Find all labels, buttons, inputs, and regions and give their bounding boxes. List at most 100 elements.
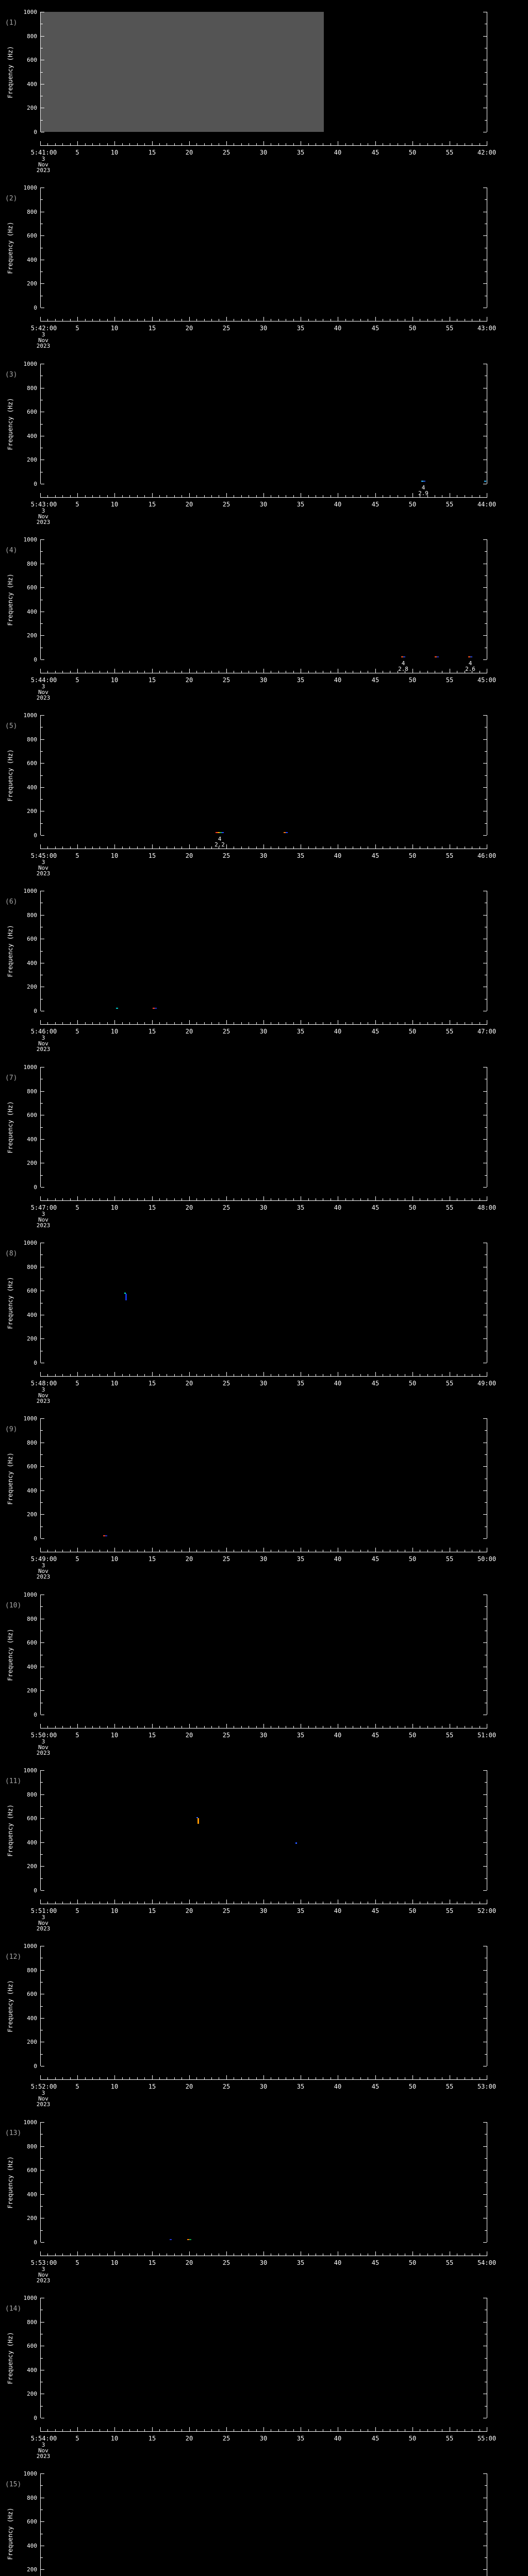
- x-tick: [159, 2077, 160, 2079]
- x-tick: [293, 1902, 294, 1904]
- x-tick: [62, 1374, 63, 1376]
- time-tick-label: 55: [446, 1907, 454, 1914]
- x-axis: [40, 1024, 487, 1025]
- x-tick: [226, 317, 227, 321]
- y-tick: [41, 1806, 43, 1807]
- x-tick: [159, 2429, 160, 2431]
- y-tick-label: 200: [27, 2566, 37, 2573]
- x-tick: [278, 846, 279, 849]
- time-tick-label: 45: [371, 1555, 380, 1563]
- x-tick: [226, 2427, 227, 2431]
- x-tick: [256, 143, 257, 145]
- y-tick-label: 800: [27, 385, 37, 392]
- x-tick: [278, 143, 279, 145]
- y-tick: [41, 1454, 43, 1455]
- x-tick: [278, 1022, 279, 1024]
- panel-index-label: (12): [5, 1953, 22, 1961]
- y-tick-label: 400: [27, 2367, 37, 2374]
- x-tick: [174, 1022, 175, 1024]
- x-tick: [278, 1726, 279, 1728]
- x-tick: [189, 1372, 190, 1376]
- y-tick: [41, 1890, 44, 1891]
- x-tick: [278, 1902, 279, 1904]
- x-tick: [211, 1374, 212, 1376]
- x-tick: [412, 1372, 413, 1376]
- time-tick-label: 50: [408, 1555, 417, 1563]
- frequency-axis-label: Frequency (Hz): [7, 221, 14, 274]
- spectrogram-panel: (1) Frequency (Hz) 0 200 400 600 800 1000 5 10 15 2…: [0, 0, 528, 176]
- y-tick: [41, 659, 44, 660]
- x-tick: [107, 671, 108, 673]
- x-tick: [129, 2077, 130, 2079]
- x-tick: [47, 1550, 48, 1552]
- x-tick: [152, 1020, 153, 1024]
- y-tick-label: 0: [34, 1008, 37, 1014]
- y-tick-label: 0: [34, 2239, 37, 2246]
- y-tick-label: 600: [27, 1287, 37, 1294]
- start-time-label: 5:51:00: [30, 1907, 57, 1914]
- x-tick: [159, 2253, 160, 2256]
- x-tick: [278, 671, 279, 673]
- frequency-axis-label: Frequency (Hz): [7, 1100, 14, 1154]
- x-tick: [92, 1550, 93, 1552]
- y-tick: [41, 1642, 44, 1643]
- event-marker-dash: [105, 1535, 107, 1536]
- x-tick: [55, 1022, 56, 1024]
- x-tick: [345, 319, 346, 321]
- time-tick-label: 25: [222, 149, 230, 156]
- x-tick: [345, 1902, 346, 1904]
- y-tick: [485, 2557, 487, 2558]
- y-tick-label: 400: [27, 2543, 37, 2549]
- y-tick-label: 200: [27, 984, 37, 990]
- x-tick: [375, 493, 376, 497]
- x-tick: [159, 1022, 160, 1024]
- y-tick-label: 1000: [23, 1767, 38, 1774]
- y-tick: [41, 2054, 43, 2055]
- event-marker-count-label: 4: [421, 484, 425, 491]
- x-tick: [70, 143, 71, 145]
- y-tick: [485, 951, 487, 952]
- x-tick: [92, 143, 93, 145]
- x-tick: [204, 319, 205, 321]
- end-time-label: 53:00: [477, 2083, 497, 2090]
- date-label: Nov: [38, 1216, 48, 1223]
- y-tick-label: 1000: [23, 2295, 38, 2301]
- y-tick: [41, 1770, 44, 1771]
- y-tick: [483, 715, 487, 716]
- time-tick-label: 5: [75, 852, 79, 859]
- x-tick: [144, 1022, 145, 1024]
- y-tick-label: 600: [27, 1463, 37, 1470]
- y-tick: [41, 2146, 44, 2147]
- x-tick: [107, 319, 108, 321]
- x-tick: [308, 846, 309, 849]
- x-tick: [129, 1198, 130, 1200]
- frequency-axis-label: Frequency (Hz): [7, 2331, 14, 2384]
- y-axis-left: [40, 2473, 41, 2576]
- x-tick: [62, 319, 63, 321]
- x-tick: [77, 2251, 78, 2256]
- y-tick: [483, 2521, 487, 2522]
- x-tick: [129, 2429, 130, 2431]
- y-tick: [483, 2322, 487, 2323]
- x-tick: [189, 1900, 190, 1904]
- time-tick-label: 15: [148, 1907, 156, 1914]
- y-tick: [41, 1866, 44, 1867]
- time-tick-label: 20: [185, 501, 193, 508]
- x-tick: [345, 2077, 346, 2079]
- y-tick-label: 200: [27, 808, 37, 815]
- y-tick-label: 400: [27, 1839, 37, 1846]
- x-tick: [122, 2253, 123, 2256]
- event-marker-dash: [222, 832, 224, 833]
- time-tick-label: 5: [75, 1732, 79, 1739]
- y-tick-label: 0: [34, 1887, 37, 1894]
- x-tick: [226, 669, 227, 673]
- spectrogram-panel: (10) Frequency (Hz) 0 200 400 600 800 1000 5 10 15…: [0, 1583, 528, 1758]
- x-tick: [308, 495, 309, 497]
- y-tick: [41, 36, 44, 37]
- y-tick: [41, 835, 44, 836]
- x-tick: [263, 1900, 264, 1904]
- y-tick: [483, 283, 487, 284]
- x-tick: [92, 319, 93, 321]
- start-time-label: 5:44:00: [30, 676, 57, 684]
- y-tick-label: 200: [27, 2391, 37, 2397]
